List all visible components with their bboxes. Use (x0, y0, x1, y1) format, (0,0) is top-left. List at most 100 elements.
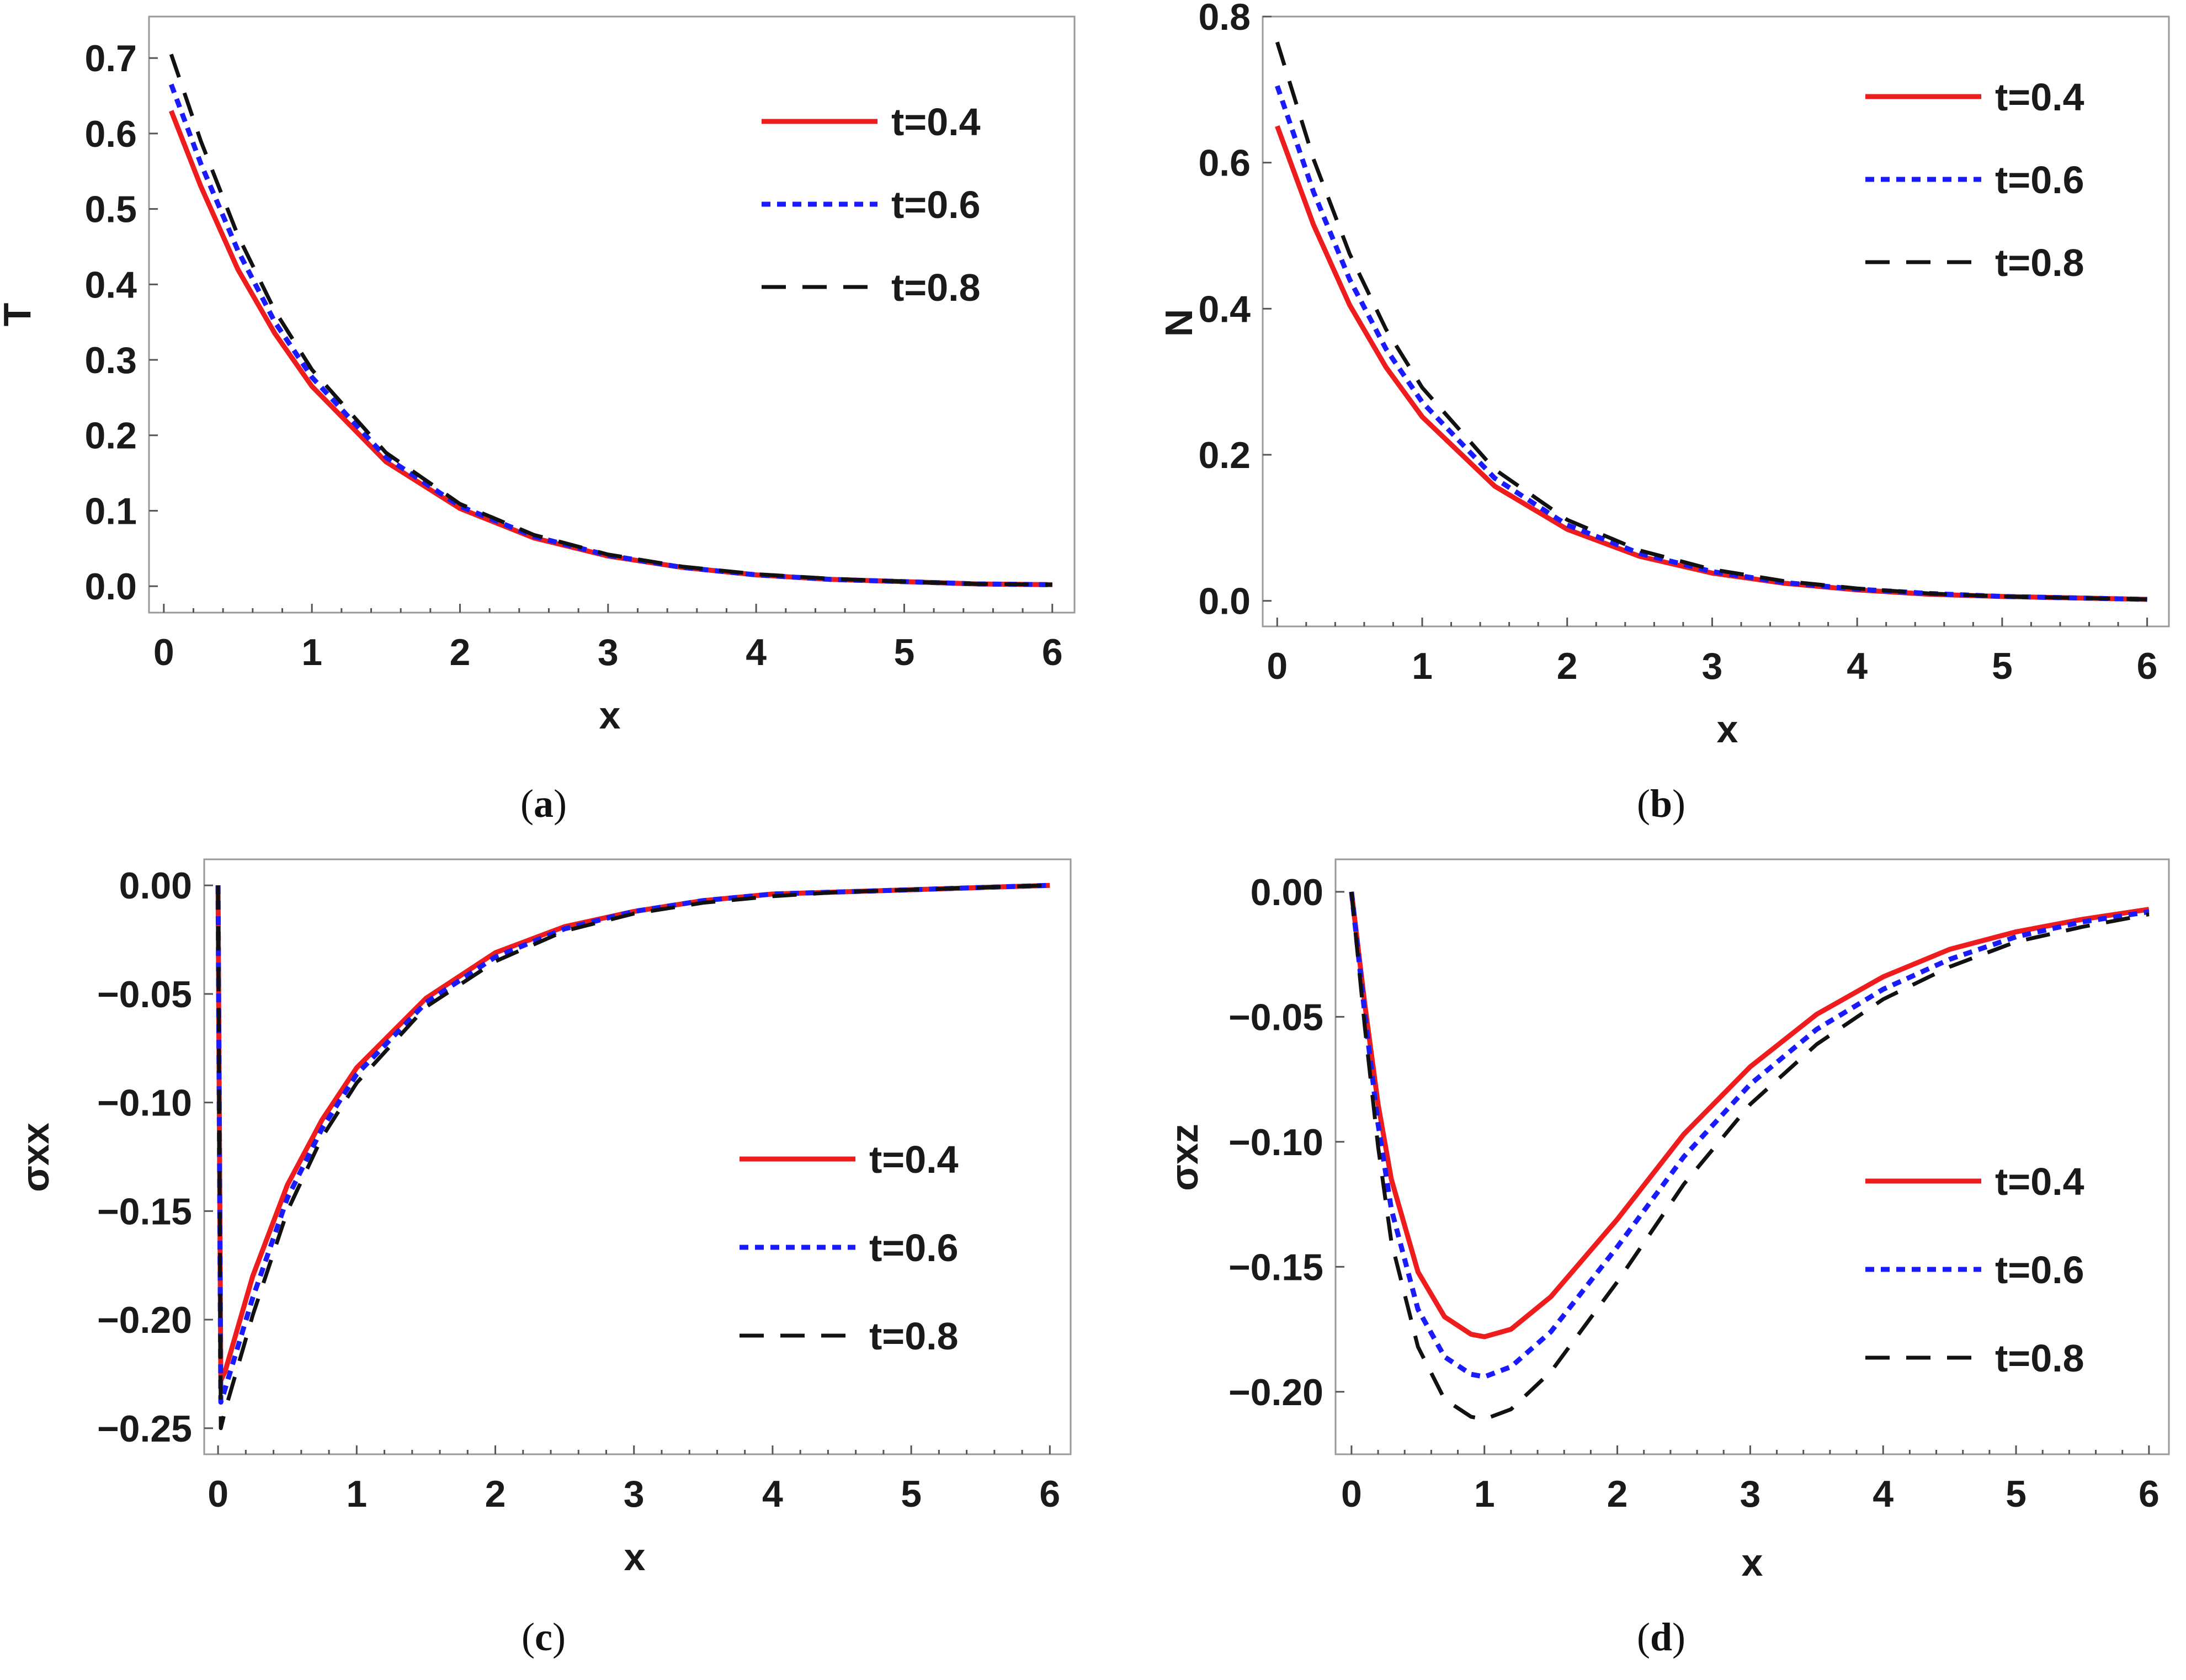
x-tick-label: 3 (1702, 645, 1723, 687)
caption-letter: c (535, 1615, 552, 1659)
x-tick-label: 3 (1740, 1473, 1760, 1515)
x-tick-label: 0 (208, 1473, 228, 1515)
caption-open: ( (522, 1615, 535, 1659)
y-tick-label: −0.15 (1228, 1246, 1323, 1288)
caption-close: ) (1672, 1615, 1685, 1659)
y-tick-label: −0.05 (97, 974, 192, 1016)
plot-frame (148, 15, 1076, 614)
y-tick-label: −0.20 (97, 1299, 192, 1341)
x-tick-label: 1 (301, 631, 322, 673)
y-axis-label: σxz (1163, 1124, 1206, 1191)
x-tick-label: 0 (1341, 1473, 1362, 1515)
x-tick-label: 4 (1873, 1473, 1894, 1515)
caption-open: ( (520, 781, 534, 826)
x-axis-label: x (1717, 708, 1738, 751)
caption-close: ) (552, 1615, 566, 1659)
x-tick-label: 5 (1992, 645, 2013, 687)
panel-c: 0 1 2 3 4 5 6 0.00 −0.05 −0.10 −0.15 −0.20 −0.25 x σxx… (14, 858, 1072, 1659)
x-tick-label: 6 (1042, 631, 1063, 673)
series-line-t-0-8 (1275, 41, 2147, 602)
y-tick-label: 0.5 (84, 189, 137, 231)
plot-frame (203, 858, 1072, 1455)
panel-caption: (d) (1637, 1615, 1685, 1659)
y-tick-label: −0.10 (97, 1082, 192, 1124)
legend-label: t=0.6 (891, 183, 981, 226)
y-tick-label: −0.10 (1228, 1121, 1323, 1163)
series-line-t-0-8 (169, 54, 1052, 587)
series-line-t-0-4 (215, 882, 1050, 1383)
x-tick-label: 0 (153, 631, 174, 673)
series-line-t-0-6 (168, 83, 1052, 587)
x-tick-label: 1 (346, 1473, 367, 1515)
x-tick-label: 2 (450, 631, 471, 673)
x-tick-label: 5 (894, 631, 915, 673)
caption-open: ( (1637, 1615, 1650, 1659)
legend-label: t=0.6 (1995, 158, 2084, 201)
panel-d: 0 1 2 3 4 5 6 0.00 −0.05 −0.10 −0.15 −0.20 x σxz t=0.4… (1163, 858, 2170, 1659)
panel-caption: (a) (520, 781, 567, 826)
y-tick-label: 0.4 (84, 264, 137, 306)
y-axis-label: σxx (14, 1123, 57, 1192)
plot-frame (1262, 15, 2170, 628)
series-line-t-0-4 (1349, 891, 2150, 1339)
caption-letter: b (1650, 781, 1672, 826)
y-tick-label: 0.0 (84, 566, 137, 608)
series-line-t-0-4 (169, 110, 1052, 587)
x-axis-label: x (624, 1535, 646, 1578)
y-tick-label: −0.25 (97, 1408, 192, 1450)
y-tick-label: 0.3 (84, 339, 137, 381)
caption-open: ( (1637, 781, 1650, 826)
legend-label: t=0.8 (891, 266, 981, 309)
x-tick-label: 3 (624, 1473, 645, 1515)
x-tick-label: 4 (1847, 645, 1868, 687)
y-axis-label: N (1157, 309, 1200, 337)
x-tick-label: 0 (1267, 645, 1288, 687)
x-tick-label: 2 (1557, 645, 1578, 687)
x-tick-label: 5 (2006, 1473, 2027, 1515)
x-axis-label: x (1742, 1541, 1763, 1584)
x-tick-label: 5 (901, 1473, 922, 1515)
caption-letter: a (534, 781, 554, 826)
caption-close: ) (1672, 781, 1685, 826)
panel-b: 0 1 2 3 4 5 6 0.0 0.2 0.4 0.6 0.8 x Nt=0.4 t=0.6 t=0.8 (… (1157, 0, 2170, 826)
y-tick-label: 0.0 (1198, 581, 1251, 623)
y-tick-label: 0.6 (84, 113, 137, 155)
x-tick-label: 1 (1474, 1473, 1495, 1515)
y-tick-label: −0.05 (1228, 996, 1323, 1038)
legend-label: t=0.4 (1995, 76, 2084, 119)
legend-label: t=0.8 (1995, 241, 2084, 284)
panel-caption: (b) (1637, 781, 1685, 826)
x-tick-label: 4 (762, 1473, 783, 1515)
panel-a: 0 1 2 3 4 5 6 0.0 0.1 0.2 0.3 0.4 0.5 0.6 0.7 x Tt=0.4 t=… (0, 15, 1076, 826)
y-tick-label: 0.6 (1198, 142, 1251, 184)
y-tick-label: 0.00 (119, 865, 192, 907)
x-tick-label: 2 (1607, 1473, 1628, 1515)
y-tick-label: −0.20 (1228, 1371, 1323, 1413)
y-tick-label: 0.4 (1198, 288, 1251, 330)
panel-caption: (c) (522, 1615, 566, 1659)
legend-label: t=0.4 (1995, 1160, 2084, 1203)
x-tick-label: 6 (1039, 1473, 1060, 1515)
x-axis-label: x (599, 694, 621, 737)
x-tick-label: 1 (1412, 645, 1433, 687)
y-tick-label: 0.8 (1198, 0, 1251, 38)
plot-frame (1334, 858, 2170, 1455)
y-axis-label: T (0, 303, 39, 327)
y-tick-label: 0.2 (84, 415, 137, 457)
series-line-t-0-6 (1349, 891, 2150, 1380)
x-tick-label: 6 (2139, 1473, 2160, 1515)
y-tick-label: 0.00 (1251, 871, 1323, 913)
y-tick-label: 0.1 (84, 490, 137, 532)
y-tick-label: −0.15 (97, 1190, 192, 1232)
series-line-t-0-8 (216, 883, 1050, 1431)
caption-close: ) (554, 781, 567, 826)
y-tick-label: 0.2 (1198, 434, 1251, 476)
y-tick-label: 0.7 (84, 38, 137, 79)
x-tick-label: 6 (2137, 645, 2158, 687)
legend-label: t=0.8 (869, 1315, 959, 1358)
legend-label: t=0.6 (1995, 1248, 2084, 1291)
x-tick-label: 2 (485, 1473, 506, 1515)
series-line-t-0-8 (1349, 891, 2150, 1422)
legend-label: t=0.4 (891, 100, 981, 143)
